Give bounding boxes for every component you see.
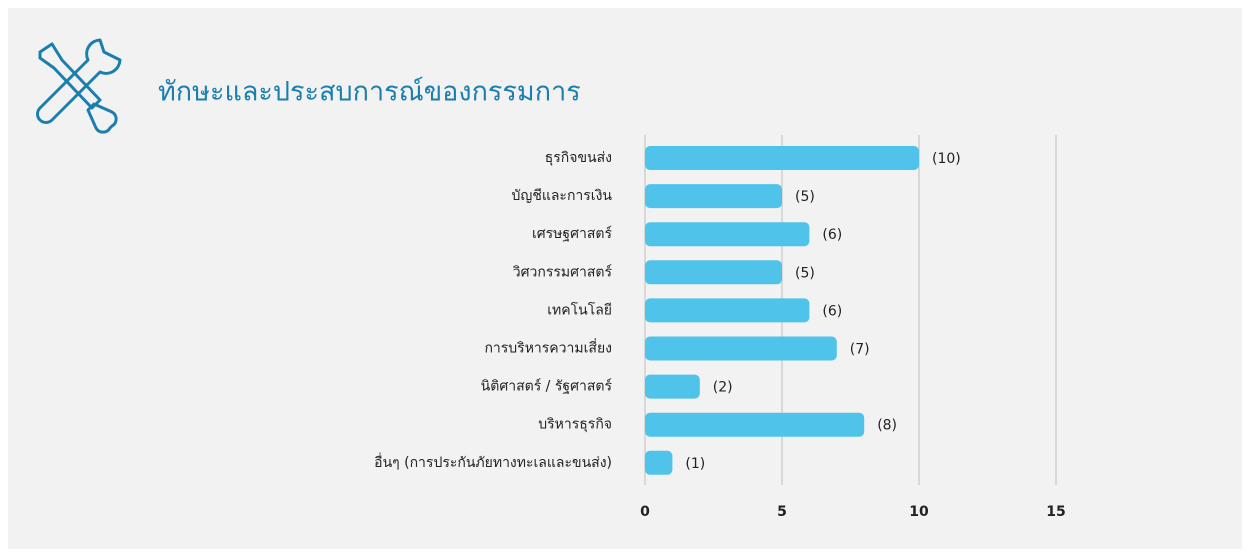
y-tick-label: บริหารธุรกิจ (538, 417, 612, 433)
y-tick-label: การบริหารความเสี่ยง (484, 339, 612, 357)
data-label: (6) (822, 303, 842, 319)
bar (645, 298, 810, 323)
bar (645, 222, 810, 247)
bar (645, 412, 865, 437)
x-tick-label: 10 (909, 504, 929, 520)
bar (645, 184, 782, 209)
bar (645, 260, 782, 285)
y-tick-label: อื่นๆ (การประกันภัยทางทะเลและขนส่ง) (374, 453, 612, 471)
x-tick-label: 0 (640, 504, 650, 520)
data-label: (7) (850, 342, 870, 358)
bar (645, 146, 919, 170)
data-label: (5) (795, 265, 815, 281)
data-label: (1) (685, 456, 705, 472)
y-tick-label: นิติศาสตร์ / รัฐศาสตร์ (481, 378, 613, 395)
data-label: (10) (932, 151, 961, 167)
data-label: (6) (822, 227, 842, 243)
bar (645, 450, 673, 475)
bar (645, 374, 700, 399)
y-tick-label: เทคโนโลยี (547, 301, 612, 318)
x-tick-label: 5 (777, 504, 787, 520)
y-tick-label: เศรษฐศาสตร์ (532, 225, 613, 242)
chart-title: ทักษะและประสบการณ์ของกรรมการ (158, 76, 581, 108)
x-tick-label: 15 (1046, 504, 1065, 520)
y-tick-label: ธุรกิจขนส่ง (545, 150, 612, 166)
panel (8, 8, 1242, 549)
data-label: (2) (713, 380, 733, 396)
data-label: (5) (795, 189, 815, 205)
data-label: (8) (877, 418, 897, 434)
y-tick-label: บัญชีและการเงิน (512, 188, 613, 204)
y-tick-label: วิศวกรรมศาสตร์ (513, 263, 613, 280)
bar (645, 336, 837, 361)
tools-icon (36, 38, 122, 134)
